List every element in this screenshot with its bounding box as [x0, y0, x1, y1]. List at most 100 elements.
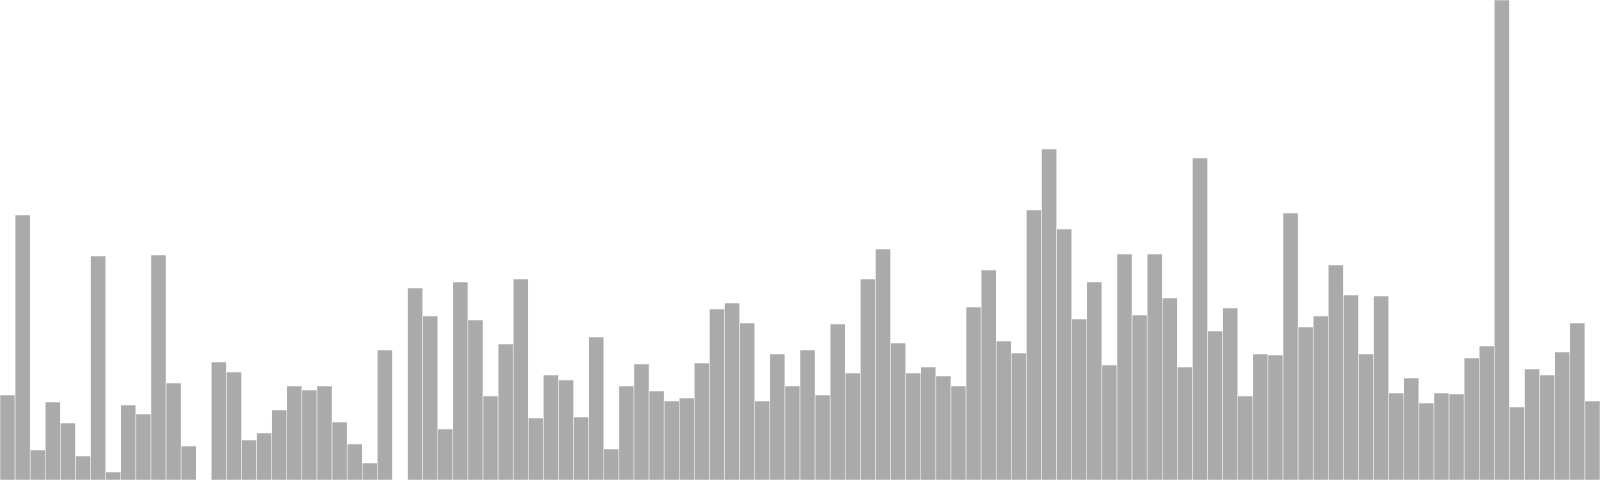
- bar-94: [1418, 402, 1435, 480]
- bar-88: [1328, 264, 1344, 480]
- bar-51: [769, 353, 786, 480]
- bar-37: [558, 379, 574, 480]
- bar-68: [1026, 209, 1042, 480]
- bar-56: [845, 372, 861, 480]
- bar-74: [1116, 253, 1133, 480]
- bar-43: [648, 390, 665, 480]
- bar-3: [45, 401, 61, 480]
- bar-18: [271, 409, 288, 480]
- bar-19: [286, 385, 303, 480]
- bar-20: [301, 389, 318, 480]
- bar-63: [950, 385, 967, 480]
- bar-66: [995, 340, 1012, 480]
- bar-78: [1177, 366, 1193, 480]
- bar-84: [1267, 354, 1284, 480]
- bar-0: [0, 394, 16, 480]
- bar-82: [1237, 395, 1254, 480]
- bar-32: [482, 395, 499, 480]
- bar-41: [618, 385, 635, 480]
- bar-34: [512, 278, 529, 480]
- bar-77: [1162, 297, 1178, 480]
- bar-100: [1509, 406, 1525, 480]
- bar-1: [14, 214, 31, 480]
- bar-95: [1433, 392, 1450, 480]
- bar-92: [1388, 392, 1405, 480]
- bar-46: [694, 362, 710, 480]
- bar-4: [60, 422, 76, 480]
- bar-53: [799, 349, 816, 480]
- bar-58: [875, 248, 891, 480]
- bar-73: [1101, 364, 1118, 480]
- bar-52: [784, 385, 801, 480]
- bar-45: [679, 397, 695, 480]
- bar-50: [754, 400, 771, 480]
- bar-2: [29, 449, 46, 480]
- bar-85: [1282, 212, 1299, 480]
- bar-105: [1584, 400, 1600, 480]
- bar-48: [724, 302, 740, 480]
- bar-28: [422, 315, 438, 480]
- bar-11: [165, 382, 182, 480]
- bar-10: [150, 254, 167, 480]
- bar-49: [739, 322, 755, 480]
- bar-67: [1011, 352, 1027, 480]
- bar-33: [497, 343, 514, 480]
- bar-79: [1192, 157, 1208, 480]
- bar-90: [1358, 353, 1374, 480]
- bar-101: [1524, 368, 1540, 480]
- bar-15: [226, 371, 242, 480]
- bar-75: [1131, 314, 1148, 480]
- bar-59: [890, 342, 906, 480]
- bar-72: [1086, 281, 1103, 480]
- bar-7: [105, 471, 122, 480]
- bar-14: [211, 361, 227, 480]
- bar-103: [1554, 351, 1571, 480]
- bar-40: [603, 448, 620, 480]
- bar-69: [1041, 148, 1057, 480]
- bar-47: [709, 308, 725, 480]
- bar-62: [935, 375, 952, 480]
- bar-27: [407, 287, 423, 480]
- bar-42: [633, 363, 650, 480]
- bar-38: [573, 416, 589, 480]
- bar-29: [437, 428, 454, 480]
- bar-97: [1463, 357, 1480, 480]
- bar-16: [241, 439, 257, 480]
- bar-98: [1479, 345, 1495, 480]
- bar-89: [1343, 294, 1359, 480]
- bar-6: [90, 255, 106, 480]
- bar-23: [346, 443, 363, 480]
- bar-70: [1056, 228, 1072, 480]
- bar-24: [362, 462, 378, 480]
- bar-64: [965, 306, 982, 480]
- bar-22: [331, 421, 348, 480]
- bar-91: [1373, 295, 1389, 480]
- bar-99: [1494, 0, 1510, 480]
- bar-61: [920, 366, 937, 480]
- bar-39: [588, 336, 605, 480]
- bar-17: [256, 432, 272, 480]
- bar-21: [316, 385, 333, 480]
- bar-12: [180, 445, 197, 480]
- bar-104: [1569, 322, 1586, 480]
- bar-44: [663, 400, 680, 480]
- bar-71: [1071, 318, 1088, 480]
- bar-36: [543, 374, 559, 480]
- bar-25: [377, 349, 393, 480]
- bar-30: [452, 281, 469, 480]
- bar-9: [135, 413, 152, 480]
- bar-87: [1312, 315, 1329, 480]
- bar-86: [1297, 326, 1314, 480]
- bar-60: [905, 372, 921, 480]
- bar-96: [1448, 393, 1465, 480]
- bar-8: [120, 404, 137, 480]
- bar-5: [75, 455, 91, 480]
- bar-65: [980, 269, 997, 480]
- bar-80: [1207, 330, 1223, 480]
- bar-102: [1539, 374, 1555, 480]
- bar-57: [860, 278, 876, 480]
- bar-35: [528, 417, 544, 480]
